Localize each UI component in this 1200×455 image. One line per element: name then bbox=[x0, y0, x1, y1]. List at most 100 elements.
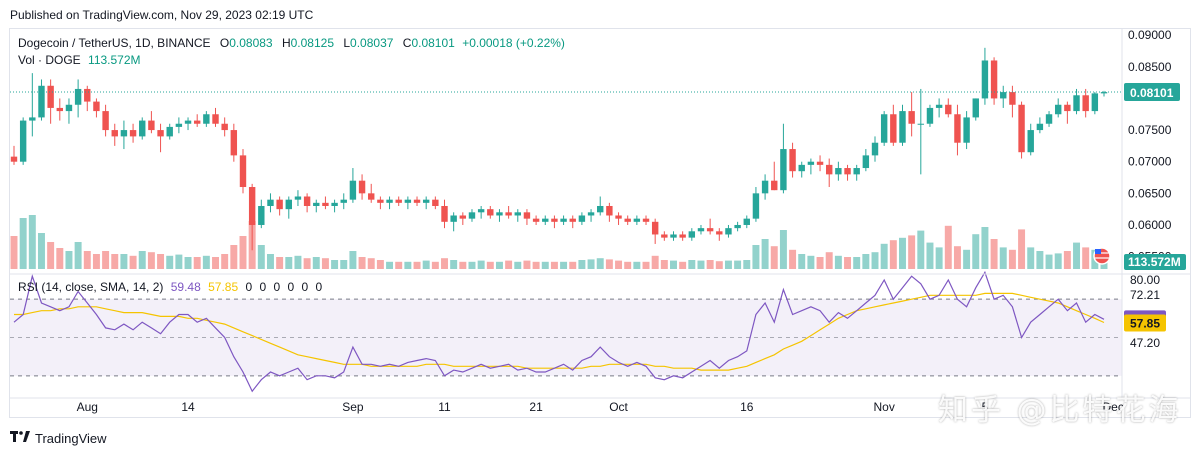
volume-bar bbox=[65, 251, 73, 269]
candle bbox=[908, 92, 915, 137]
volume-bar bbox=[422, 260, 430, 269]
volume-bar bbox=[92, 254, 100, 269]
candle-body bbox=[880, 114, 888, 143]
candle bbox=[615, 212, 622, 225]
candle-body bbox=[917, 123, 925, 125]
close-label: C bbox=[402, 36, 412, 50]
candle-body bbox=[679, 234, 686, 238]
open-value: 0.08083 bbox=[229, 36, 273, 50]
volume-legend[interactable]: Vol · DOGE 113.572M bbox=[18, 53, 141, 67]
candle-body bbox=[505, 212, 512, 216]
candle-body bbox=[120, 130, 128, 137]
candle-body bbox=[148, 120, 155, 131]
candle bbox=[203, 111, 210, 127]
candle bbox=[340, 193, 347, 210]
volume-bar bbox=[285, 257, 293, 269]
candle-body bbox=[1073, 95, 1080, 112]
close-value: 0.08101 bbox=[411, 36, 455, 50]
volume-bar bbox=[642, 261, 650, 269]
watermark-text: 知乎 @比特花海 bbox=[938, 393, 1182, 428]
candle-body bbox=[560, 218, 567, 222]
candle bbox=[377, 196, 384, 210]
candle-body bbox=[578, 215, 586, 222]
candle-body bbox=[569, 218, 576, 222]
candle-body bbox=[203, 114, 210, 124]
tradingview-logo-icon[interactable] bbox=[10, 430, 30, 446]
volume-bars bbox=[10, 215, 1108, 269]
volume-bar bbox=[111, 254, 119, 269]
candle-body bbox=[1054, 104, 1062, 115]
candle bbox=[725, 224, 732, 238]
candle bbox=[743, 215, 750, 229]
time-label: 14 bbox=[181, 400, 195, 414]
candle-body bbox=[661, 234, 668, 238]
price-badge-label: 0.08101 bbox=[1130, 86, 1174, 100]
volume-bar bbox=[276, 257, 284, 269]
candle-body bbox=[670, 234, 677, 238]
volume-bar bbox=[944, 225, 952, 269]
volume-badge bbox=[1124, 254, 1186, 270]
candle-body bbox=[267, 199, 274, 206]
candle bbox=[267, 193, 274, 213]
candle-body bbox=[1091, 93, 1099, 112]
candle-body bbox=[313, 202, 320, 206]
volume-badge-label: 113.572M bbox=[1128, 255, 1181, 269]
candle bbox=[706, 218, 714, 235]
candle bbox=[193, 114, 201, 127]
candle-body bbox=[945, 104, 952, 115]
candle-body bbox=[587, 212, 595, 216]
candle-body bbox=[606, 205, 613, 216]
volume-bar bbox=[349, 251, 357, 269]
rsi-line bbox=[13, 270, 1105, 393]
symbol-legend[interactable]: Dogecoin / TetherUS, 1D, BINANCE O0.0808… bbox=[18, 36, 565, 50]
volume-bar bbox=[899, 237, 906, 269]
volume-bar bbox=[834, 255, 842, 269]
candle bbox=[862, 149, 870, 172]
candle bbox=[496, 209, 503, 222]
candle-body bbox=[56, 107, 64, 112]
candle-body bbox=[47, 85, 54, 108]
candle-body bbox=[322, 202, 329, 206]
volume-bar bbox=[312, 257, 320, 269]
rsi-legend[interactable]: RSI (14, close, SMA, 14, 2) 59.48 57.85 … bbox=[18, 280, 324, 294]
candle bbox=[551, 215, 558, 229]
volume-bar bbox=[47, 242, 55, 269]
candle-body bbox=[331, 202, 338, 206]
candle bbox=[890, 104, 897, 146]
candle bbox=[835, 161, 842, 181]
candle-body bbox=[450, 215, 457, 222]
sma-value: 57.85 bbox=[208, 280, 239, 294]
volume-bar bbox=[587, 259, 595, 269]
volume-bar bbox=[386, 261, 394, 269]
candle bbox=[1018, 101, 1025, 159]
price-tick-label: 0.06500 bbox=[1128, 186, 1172, 200]
candle bbox=[184, 117, 192, 131]
volume-bar bbox=[340, 260, 348, 269]
candle-body bbox=[65, 104, 73, 112]
published-info: Published on TradingView.com, Nov 29, 20… bbox=[10, 8, 314, 22]
candle bbox=[1027, 123, 1034, 156]
candle bbox=[1036, 117, 1044, 134]
candle bbox=[670, 231, 677, 241]
volume-bar bbox=[605, 259, 613, 269]
volume-bar bbox=[303, 258, 311, 269]
candle-body bbox=[303, 196, 311, 206]
volume-bar bbox=[1008, 249, 1016, 269]
candle-body bbox=[542, 218, 549, 222]
volume-bar bbox=[175, 254, 183, 269]
candle-body bbox=[386, 199, 393, 203]
chart-frame[interactable] bbox=[9, 28, 1191, 418]
candle bbox=[716, 228, 723, 241]
volume-bar bbox=[184, 257, 192, 269]
rsi-tick-label: 47.20 bbox=[1130, 336, 1160, 350]
volume-bar bbox=[1045, 254, 1053, 269]
footer-brand[interactable]: TradingView bbox=[35, 430, 107, 446]
candle bbox=[1073, 88, 1080, 115]
candle-body bbox=[358, 180, 366, 194]
low-value: 0.08037 bbox=[350, 36, 394, 50]
volume-bar bbox=[853, 257, 861, 269]
volume-bar bbox=[981, 227, 989, 269]
candle-body bbox=[1027, 130, 1034, 153]
volume-bar bbox=[871, 252, 879, 269]
